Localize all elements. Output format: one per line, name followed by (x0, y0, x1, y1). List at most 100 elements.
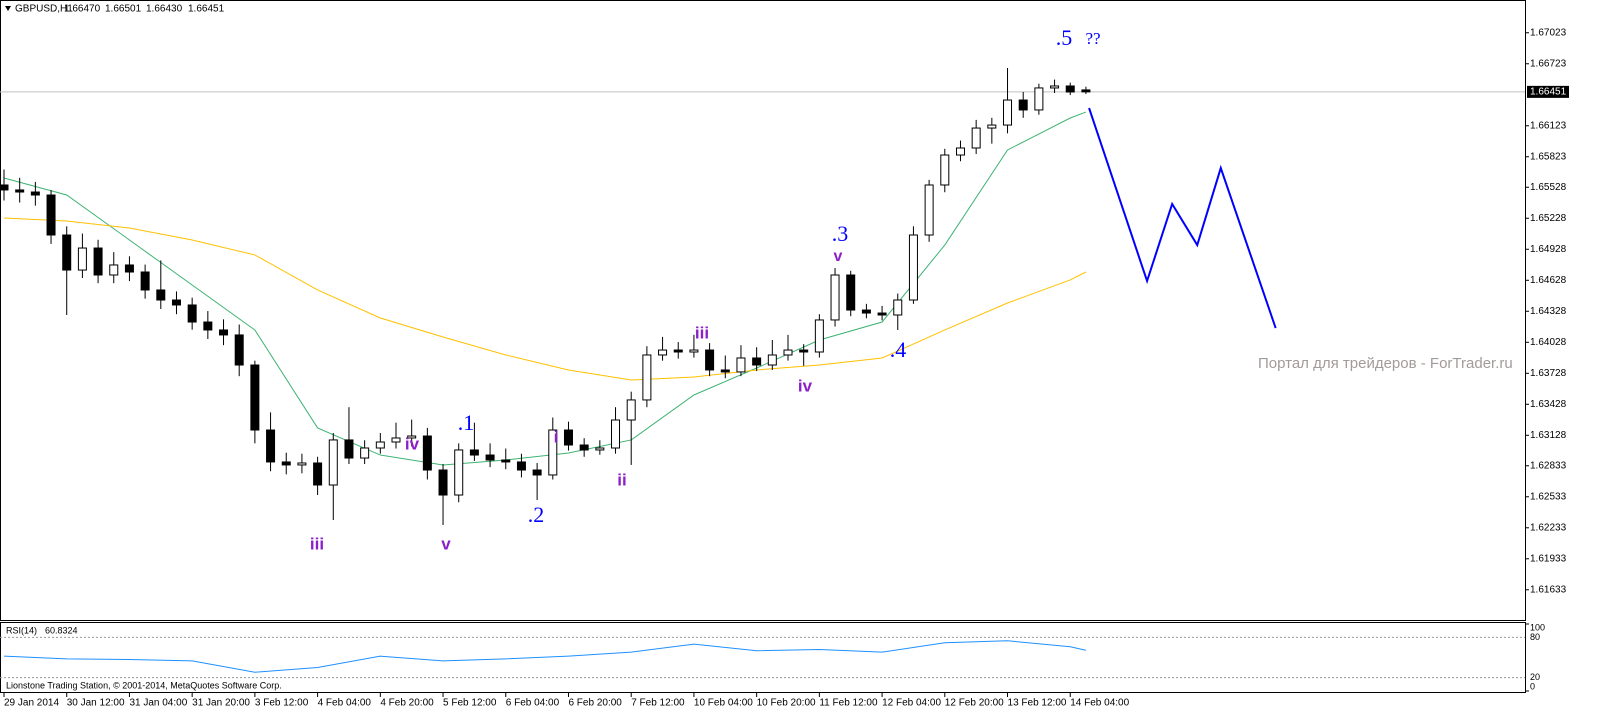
y-tick-label: 1.61933 (1530, 553, 1567, 564)
candle-body (516, 461, 526, 471)
y-tick-label: 1.64028 (1530, 337, 1567, 348)
wave-label: i (554, 427, 559, 446)
candle-body (720, 369, 730, 373)
candle-body (689, 349, 699, 353)
y-tick-label: 1.64328 (1530, 306, 1567, 317)
candle-body (62, 234, 72, 271)
line-series (1088, 107, 1277, 329)
candle-body (955, 147, 965, 156)
wave-label: v (834, 248, 843, 265)
candle-body (893, 299, 903, 316)
candle-body (987, 124, 997, 129)
wave-label: ii (617, 470, 626, 489)
candle-body (391, 437, 401, 443)
last-price-box (1527, 85, 1569, 98)
candle-body (971, 127, 981, 149)
last-price-label: 1.66451 (1530, 87, 1567, 98)
candle-body (595, 447, 605, 451)
candle-body (156, 289, 166, 301)
candle-body (783, 349, 793, 356)
candle-body (77, 247, 87, 271)
wave-label: ?? (1085, 29, 1100, 48)
x-tick-label: 30 Jan 12:00 (67, 698, 125, 709)
candle-body (705, 349, 715, 371)
x-tick-label: 29 Jan 2014 (4, 698, 59, 709)
candle-body (171, 299, 181, 306)
candle-body (250, 364, 260, 431)
candle-body (611, 419, 621, 449)
candle-body (658, 349, 668, 356)
wave-label: .3 (832, 221, 849, 246)
y-tick-label: 1.65228 (1530, 213, 1567, 224)
x-tick-label: 7 Feb 12:00 (631, 698, 685, 709)
candle-body (877, 312, 887, 316)
main-frame (0, 0, 1526, 621)
header-symbol: GBPUSD,H1 (15, 4, 73, 15)
candle-body (438, 469, 448, 496)
candle-body (673, 349, 683, 353)
y-tick-label: 1.66123 (1530, 120, 1567, 131)
candle-body (861, 309, 871, 314)
candle-body (140, 271, 150, 291)
candle-body (313, 462, 323, 486)
candle-body (1081, 89, 1091, 93)
rsi-frame (0, 622, 1526, 693)
rsi-value: 60.8324 (45, 625, 78, 635)
candle-body (846, 274, 856, 311)
wave-label: .1 (458, 410, 475, 435)
wave-label: .5 (1056, 25, 1073, 50)
candle-body (328, 439, 338, 486)
candle-body (469, 449, 479, 456)
y-tick-label: 1.64928 (1530, 244, 1567, 255)
candle-body (375, 441, 385, 449)
candle-body (908, 234, 918, 301)
header-price: 1.66451 (188, 4, 225, 15)
x-tick-label: 31 Jan 04:00 (129, 698, 187, 709)
y-tick-label: 1.63728 (1530, 368, 1567, 379)
candle-body (814, 319, 824, 353)
header-price: 1.66501 (105, 4, 142, 15)
candle-body (485, 454, 495, 461)
header-arrow (5, 6, 11, 11)
candle-body (548, 429, 558, 476)
candle-body (532, 469, 542, 476)
x-tick-label: 12 Feb 20:00 (945, 698, 1004, 709)
line-series (3, 111, 1087, 466)
candle-body (830, 274, 840, 321)
x-tick-label: 14 Feb 04:00 (1070, 698, 1129, 709)
wave-label: iii (310, 534, 324, 553)
rsi-line (3, 640, 1087, 673)
candle-body (767, 354, 777, 366)
candle-body (579, 444, 589, 451)
wave-label: iv (405, 434, 420, 453)
y-tick-label: 1.66723 (1530, 58, 1567, 69)
candle-body (1018, 99, 1028, 111)
line-series (3, 217, 1087, 381)
x-tick-label: 5 Feb 12:00 (443, 698, 497, 709)
candle-body (344, 439, 354, 459)
y-tick-label: 80 (1530, 632, 1540, 642)
candle-body (297, 462, 307, 466)
candle-body (281, 461, 291, 466)
candle-body (1034, 87, 1044, 111)
y-tick-label: 20 (1530, 672, 1540, 682)
wave-label: iii (695, 323, 709, 342)
candle-body (187, 304, 197, 323)
candle-body (234, 334, 244, 366)
y-tick-label: 1.62833 (1530, 460, 1567, 471)
candle-body (46, 194, 56, 236)
candle-body (0, 184, 9, 191)
y-tick-label: 0 (1530, 681, 1535, 691)
candle-body (924, 184, 934, 236)
candle-body (642, 354, 652, 401)
y-tick-label: 1.63428 (1530, 399, 1567, 410)
x-tick-label: 4 Feb 04:00 (318, 698, 372, 709)
candle-body (124, 264, 134, 273)
rsi-title: RSI(14) (6, 625, 37, 635)
candle-body (266, 429, 276, 463)
candle-body (1065, 85, 1075, 93)
y-tick-label: 1.64628 (1530, 275, 1567, 286)
wave-label: .2 (528, 502, 545, 527)
x-tick-label: 13 Feb 12:00 (1008, 698, 1067, 709)
